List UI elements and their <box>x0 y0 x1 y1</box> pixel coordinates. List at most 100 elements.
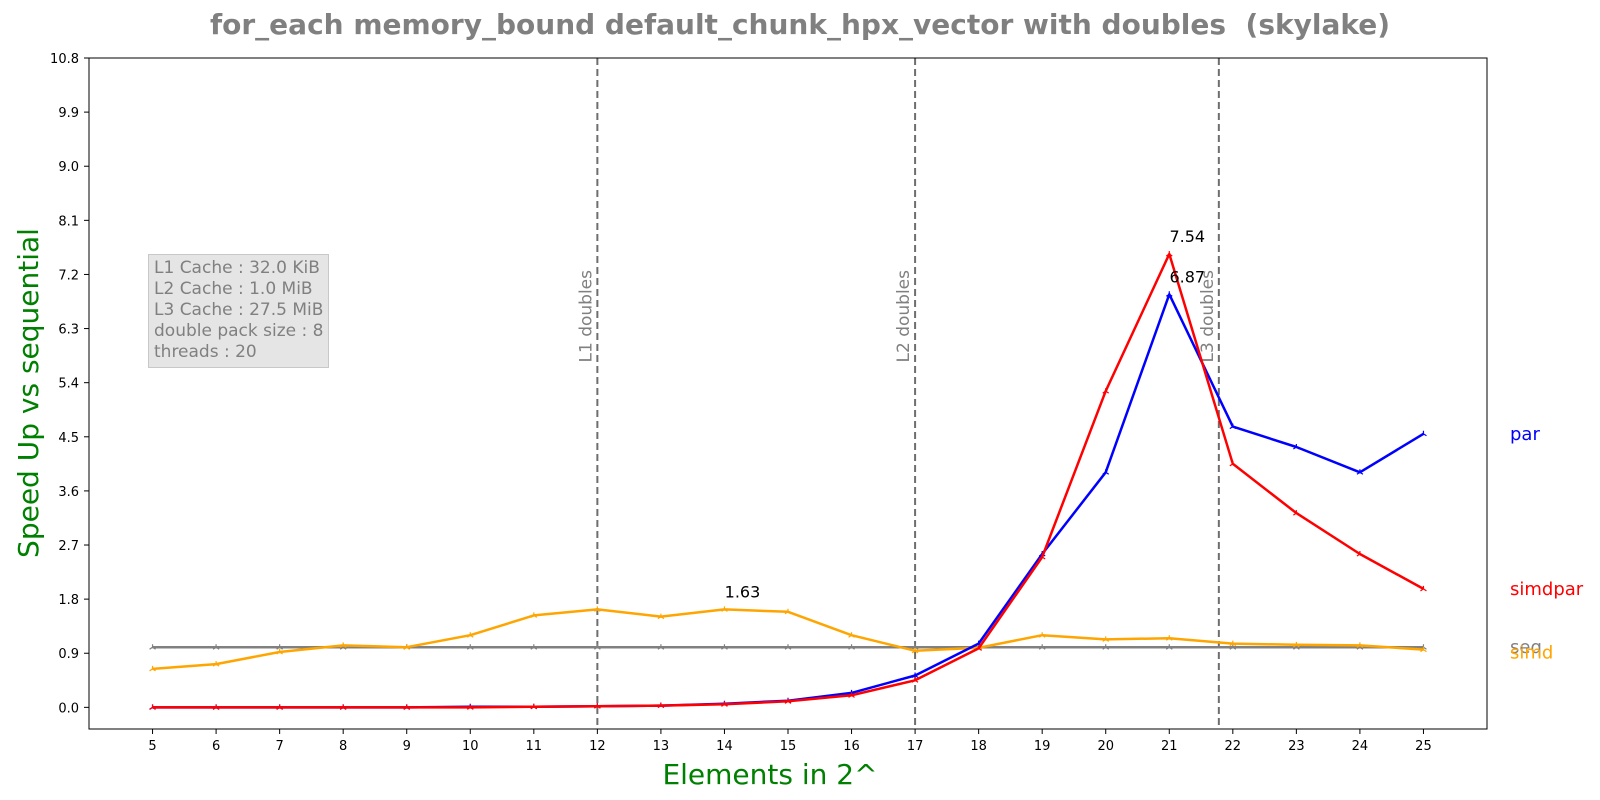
series-line-simd <box>152 608 1424 671</box>
x-tick-label: 16 <box>843 739 860 754</box>
y-tick-label: 7.2 <box>58 268 79 283</box>
data-point-simdpar <box>149 704 156 710</box>
data-point-simdpar <box>657 702 665 709</box>
x-tick-label: 17 <box>907 739 924 754</box>
x-tick-label: 11 <box>526 739 543 754</box>
x-tick-label: 20 <box>1097 739 1114 754</box>
data-point-simd <box>1165 635 1173 641</box>
cache-boundary-label: L2 doubles <box>894 270 914 363</box>
data-point-seq <box>466 644 474 650</box>
data-point-simdpar <box>403 704 411 710</box>
cache-info-box: L1 Cache : 32.0 KiB L2 Cache : 1.0 MiB L… <box>148 254 330 368</box>
data-point-simdpar <box>594 703 601 709</box>
data-point-simdpar <box>1229 460 1237 467</box>
y-tick-label: 4.5 <box>58 431 79 446</box>
data-point-simd <box>149 665 156 672</box>
y-tick-label: 10.8 <box>50 52 79 67</box>
data-point-simd <box>1420 646 1427 653</box>
x-tick-label: 14 <box>716 739 733 754</box>
data-point-simd <box>1038 632 1046 638</box>
data-point-simd <box>403 644 411 650</box>
cache-boundary-label: L1 doubles <box>576 270 596 363</box>
x-tick-label: 24 <box>1352 739 1369 754</box>
data-point-simd <box>848 632 855 638</box>
data-point-par <box>1229 423 1237 430</box>
data-point-simdpar <box>212 704 220 710</box>
data-point-simd <box>1293 641 1300 648</box>
data-point-simd <box>212 661 220 667</box>
y-tick-label: 8.1 <box>58 214 79 229</box>
x-tick-label: 5 <box>148 739 156 754</box>
y-tick-label: 3.6 <box>58 485 79 500</box>
data-point-simdpar <box>339 704 347 710</box>
data-point-simd <box>721 606 728 612</box>
data-point-seq <box>276 644 283 650</box>
data-point-simdpar <box>911 677 919 683</box>
data-point-par <box>1356 469 1364 475</box>
value-annotation: 7.54 <box>1169 227 1205 246</box>
data-point-seq <box>212 644 220 650</box>
y-tick-label: 0.0 <box>58 701 79 716</box>
data-point-par <box>1102 469 1110 475</box>
data-point-seq <box>1102 644 1110 650</box>
x-axis-title: Elements in 2^ <box>662 758 877 791</box>
x-tick-label: 15 <box>780 739 797 754</box>
data-point-seq <box>848 644 855 650</box>
data-point-simdpar <box>1420 585 1427 592</box>
x-tick-label: 7 <box>275 739 283 754</box>
data-point-simd <box>1102 636 1110 642</box>
series-line-simdpar <box>152 252 1425 709</box>
y-tick-label: 5.4 <box>58 377 79 392</box>
x-tick-label: 6 <box>212 739 220 754</box>
x-tick-label: 9 <box>403 739 411 754</box>
plot-frame <box>88 57 1488 730</box>
x-tick-label: 21 <box>1161 739 1178 754</box>
data-point-simd <box>530 612 538 618</box>
series-label-par: par <box>1510 424 1540 445</box>
data-point-simd <box>276 649 283 655</box>
data-point-simd <box>657 613 665 620</box>
data-point-simd <box>466 632 474 638</box>
x-tick-label: 13 <box>653 739 670 754</box>
y-tick-label: 9.9 <box>58 106 79 121</box>
info-pack-size: double pack size : 8 <box>154 321 324 341</box>
data-point-simd <box>1229 640 1237 647</box>
series-label-simd: simd <box>1510 643 1553 664</box>
data-point-par <box>1165 291 1173 297</box>
data-point-simdpar <box>1356 551 1364 557</box>
data-point-simdpar <box>784 698 792 704</box>
data-point-par <box>1293 444 1300 450</box>
axes: 5 6 7 8 9 10 11 12 13 14 15 16 17 18 19 20 21 22 23 24 25 0.0… <box>50 52 1584 754</box>
data-point-simdpar <box>466 704 474 710</box>
data-point-simdpar <box>530 703 538 710</box>
info-l3-cache: L3 Cache : 27.5 MiB <box>154 300 324 320</box>
data-point-seq <box>1038 644 1046 650</box>
data-point-seq <box>1165 644 1173 650</box>
y-tick-label: 6.3 <box>58 323 79 338</box>
y-axis-title: Speed Up vs sequential <box>12 228 45 558</box>
data-point-simdpar <box>1293 510 1300 516</box>
x-tick-label: 22 <box>1225 739 1242 754</box>
data-point-simdpar <box>1165 251 1173 257</box>
x-tick-label: 23 <box>1288 739 1305 754</box>
value-annotation: 1.63 <box>725 582 761 601</box>
x-tick-label: 18 <box>970 739 987 754</box>
x-tick-label: 8 <box>339 739 347 754</box>
data-point-simd <box>911 647 919 654</box>
data-point-seq <box>721 644 728 650</box>
data-point-simdpar <box>276 704 283 710</box>
data-point-seq <box>149 644 156 650</box>
info-l1-cache: L1 Cache : 32.0 KiB <box>154 258 320 278</box>
data-point-simdpar <box>848 692 855 698</box>
data-point-par <box>911 672 919 678</box>
data-point-simd <box>784 608 792 615</box>
info-threads: threads : 20 <box>154 342 257 362</box>
data-point-simd <box>339 642 347 648</box>
value-annotation: 6.87 <box>1169 267 1205 286</box>
y-tick-label: 1.8 <box>58 593 79 608</box>
x-tick-label: 12 <box>589 739 606 754</box>
y-tick-label: 9.0 <box>58 160 79 175</box>
data-point-simdpar <box>721 701 728 707</box>
cache-boundary-lines: L1 doubles L2 doubles L3 doubles <box>576 58 1220 729</box>
data-point-seq <box>530 644 538 650</box>
